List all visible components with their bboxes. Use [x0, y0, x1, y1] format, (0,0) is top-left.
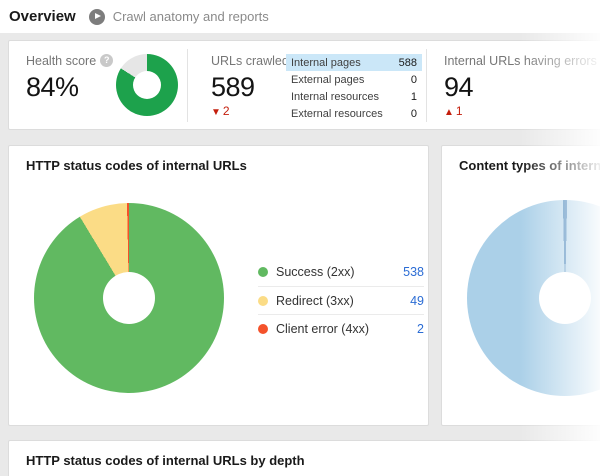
legend-row-client-error[interactable]: Client error (4xx) 2: [258, 314, 424, 342]
client-error-dot-icon: [258, 323, 268, 334]
up-triangle-icon: ▲: [444, 107, 454, 118]
urls-crawled-delta-value: 2: [222, 104, 230, 118]
summary-bar: Health score? 84% URLs crawled 589 ▼ 2 In…: [8, 40, 600, 130]
status-by-depth-card: HTTP status codes of internal URLs by de…: [8, 440, 600, 476]
legend-label: Success (2xx): [276, 265, 355, 279]
breakdown-label: Internal pages: [291, 56, 361, 69]
page-title: Overview: [9, 8, 76, 25]
errors-label: Internal URLs having errors: [444, 54, 597, 68]
legend-value-link[interactable]: 538: [403, 265, 424, 279]
content-types-card: Content types of internal URLs: [441, 145, 600, 426]
legend-label: Client error (4xx): [276, 321, 370, 336]
help-icon[interactable]: ?: [100, 54, 114, 67]
down-triangle-icon: ▼: [211, 107, 221, 118]
redirect-dot-icon: [258, 295, 268, 306]
breakdown-row-internal-pages[interactable]: Internal pages 588: [286, 54, 422, 71]
breakdown-value: 0: [410, 107, 417, 120]
content-types-card-title: Content types of internal URLs: [459, 158, 600, 173]
page-header: Overview Crawl anatomy and reports: [0, 0, 600, 33]
breakdown-row-external-resources[interactable]: External resources 0: [286, 105, 422, 122]
play-video-icon[interactable]: [88, 8, 105, 25]
status-codes-card-title: HTTP status codes of internal URLs: [26, 158, 247, 173]
urls-crawled-delta: ▼ 2: [211, 104, 230, 118]
legend-label: Redirect (3xx): [276, 293, 354, 308]
breakdown-label: External pages: [291, 73, 365, 86]
page-subtitle: Crawl anatomy and reports: [112, 9, 269, 24]
health-score-label: Health score?: [26, 54, 114, 68]
success-dot-icon: [258, 267, 268, 277]
breakdown-label: External resources: [291, 107, 383, 120]
urls-crawled-label: URLs crawled: [211, 54, 289, 68]
health-score-donut[interactable]: [116, 54, 178, 116]
url-breakdown-list: Internal pages 588 External pages 0 Inte…: [286, 54, 422, 122]
breakdown-value: 588: [398, 56, 417, 69]
urls-crawled-value: 589: [211, 72, 255, 102]
health-score-value: 84%: [26, 72, 79, 102]
status-codes-legend: Success (2xx) 538 Redirect (3xx) 49 Clie…: [258, 258, 424, 342]
content-types-pie[interactable]: [467, 200, 600, 396]
divider: [187, 49, 188, 122]
legend-value-link[interactable]: 2: [417, 321, 424, 336]
legend-row-redirect[interactable]: Redirect (3xx) 49: [258, 286, 424, 314]
errors-delta-value: 1: [455, 104, 463, 118]
errors-value: 94: [444, 72, 474, 102]
divider: [426, 49, 427, 122]
breakdown-row-external-pages[interactable]: External pages 0: [286, 71, 422, 88]
status-by-depth-card-title: HTTP status codes of internal URLs by de…: [26, 453, 305, 468]
health-score-label-text: Health score: [26, 54, 97, 68]
breakdown-value: 0: [410, 73, 417, 86]
legend-row-success[interactable]: Success (2xx) 538: [258, 258, 424, 286]
breakdown-label: Internal resources: [291, 90, 380, 103]
breakdown-value: 1: [410, 90, 417, 103]
status-codes-pie[interactable]: [34, 203, 224, 393]
status-codes-card: HTTP status codes of internal URLs Succe…: [8, 145, 429, 426]
errors-delta: ▲ 1: [444, 104, 463, 118]
breakdown-row-internal-resources[interactable]: Internal resources 1: [286, 88, 422, 105]
legend-value-link[interactable]: 49: [410, 293, 424, 308]
